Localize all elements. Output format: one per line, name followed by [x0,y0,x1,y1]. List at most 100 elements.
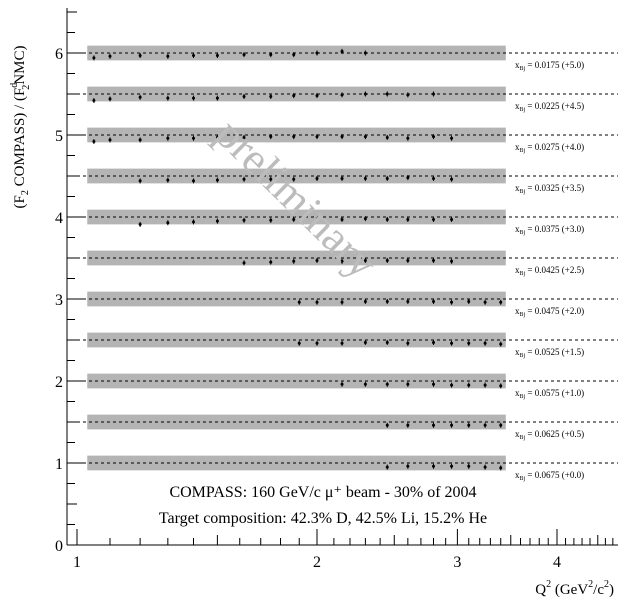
data-point [499,343,502,346]
annotation-target: Target composition: 42.3% D, 42.5% Li, 1… [159,510,487,527]
data-point [406,465,409,468]
data-point [292,94,295,97]
y-tick-label: 4 [55,210,63,227]
data-point [406,383,409,386]
x-tick-label: 4 [553,554,561,571]
data-point [467,342,470,345]
data-point [192,97,195,100]
data-point [484,424,487,427]
data-point [386,93,389,96]
data-point [292,53,295,56]
data-point [499,424,502,427]
data-point [467,300,470,303]
data-point [450,137,453,140]
data-point [386,383,389,386]
data-point [216,179,219,182]
data-point [243,219,246,222]
data-point [499,301,502,304]
data-point [386,466,389,469]
y-tick-label: 6 [55,46,63,63]
data-point [406,137,409,140]
data-point [139,223,142,226]
data-point [386,424,389,427]
data-point [269,95,272,98]
data-point [450,218,453,221]
data-point [109,138,112,141]
x-tick-label: 2 [313,554,321,571]
data-point [406,342,409,345]
x-axis-label-part: ) [609,582,614,598]
data-point [484,342,487,345]
data-point [166,97,169,100]
y-tick-label: 2 [55,374,63,391]
data-point [406,218,409,221]
data-point [484,466,487,469]
data-point [316,94,319,97]
y-tick-label: 1 [55,456,63,473]
data-point [386,177,389,180]
data-point [166,179,169,182]
data-point [166,221,169,224]
data-point [243,53,246,56]
data-point [432,135,435,138]
data-point [92,140,95,143]
data-point [450,301,453,304]
data-point [364,300,367,303]
data-point [341,301,344,304]
data-point [166,137,169,140]
data-point [364,52,367,55]
data-point [406,300,409,303]
data-point [139,138,142,141]
data-point [406,176,409,179]
y-tick-label: 5 [55,128,63,145]
data-point [316,342,319,345]
x-tick-label: 3 [453,554,461,571]
data-point [269,53,272,56]
data-point [341,50,344,53]
data-point [109,55,112,58]
data-point [316,135,319,138]
data-point [386,341,389,344]
data-point [499,466,502,469]
data-point [316,52,319,55]
data-point [484,301,487,304]
data-point [292,135,295,138]
data-point [216,220,219,223]
data-point [364,135,367,138]
data-point [316,259,319,262]
data-point [432,177,435,180]
data-point [432,259,435,262]
data-point [364,341,367,344]
data-point [386,136,389,139]
data-point [432,424,435,427]
data-point [432,93,435,96]
data-point [92,99,95,102]
data-point [499,384,502,387]
data-point [432,300,435,303]
data-point [216,54,219,57]
x-tick-label: 1 [73,554,81,571]
data-point [139,96,142,99]
data-point [406,424,409,427]
data-point [341,383,344,386]
data-point [243,95,246,98]
data-point [316,177,319,180]
data-point [269,219,272,222]
y-axis-label-part: (F [12,195,28,208]
data-point [432,465,435,468]
data-point [364,177,367,180]
data-point [450,260,453,263]
data-point [450,384,453,387]
data-point [139,179,142,182]
data-point [386,259,389,262]
data-point [450,424,453,427]
data-point [406,259,409,262]
x-axis-label-part: Q [535,582,546,598]
y-tick-label: 0 [55,538,63,555]
data-point [364,93,367,96]
data-point [216,97,219,100]
data-point [341,135,344,138]
data-point [192,220,195,223]
data-point [316,301,319,304]
